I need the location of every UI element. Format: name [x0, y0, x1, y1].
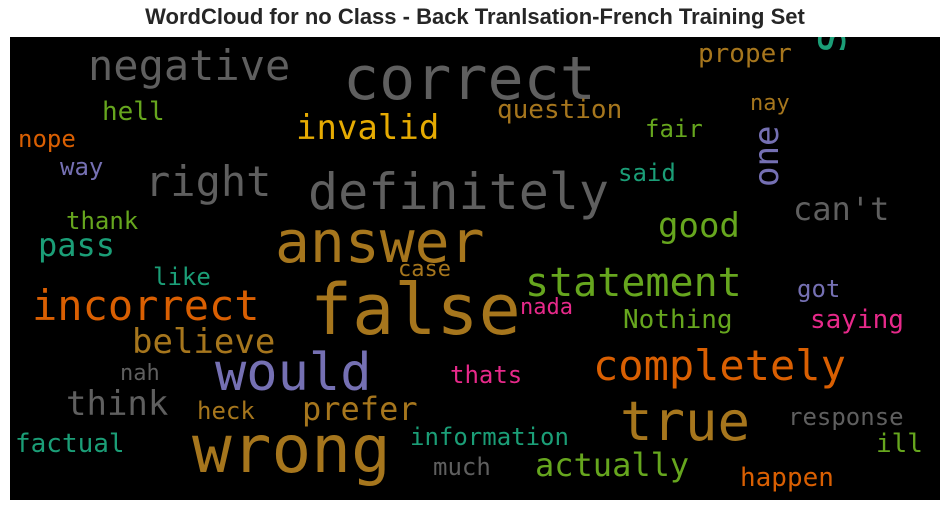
word-think: think	[66, 384, 169, 424]
word-one: one	[747, 125, 787, 187]
word-proper: proper	[698, 39, 792, 69]
word-false: false	[310, 269, 521, 351]
word-answer: answer	[275, 208, 485, 276]
word-got: got	[797, 275, 841, 303]
word-wrong: wrong	[192, 411, 391, 488]
word-believe: believe	[132, 322, 276, 362]
word-actually: actually	[535, 446, 690, 484]
word-response: response	[788, 403, 904, 431]
word-nothing: Nothing	[623, 305, 733, 335]
word-prefer: prefer	[302, 390, 418, 428]
word-factual: factual	[15, 429, 125, 459]
word-cloud: correct negative say proper nay hell question i…	[10, 37, 940, 500]
word-happen: happen	[740, 463, 834, 493]
word-correct: correct	[343, 44, 596, 114]
word-ill: ill	[876, 429, 923, 459]
word-much: much	[433, 453, 491, 481]
word-would: would	[215, 343, 372, 403]
word-heck: heck	[197, 397, 255, 425]
word-said: said	[618, 159, 676, 187]
word-pass: pass	[38, 226, 116, 264]
word-say: say	[801, 37, 857, 55]
word-nope: nope	[18, 125, 76, 153]
word-fair: fair	[645, 115, 703, 143]
word-definitely: definitely	[308, 163, 610, 221]
word-statement: statement	[525, 260, 742, 306]
word-nah: nah	[120, 361, 160, 386]
word-information: information	[410, 423, 569, 451]
word-nay: nay	[750, 91, 790, 116]
word-hell: hell	[102, 97, 165, 127]
word-completely: completely	[593, 341, 846, 390]
word-case: case	[398, 257, 451, 282]
word-good: good	[658, 206, 740, 246]
word-can-t: can't	[793, 190, 890, 228]
word-incorrect: incorrect	[32, 281, 260, 330]
word-thats: thats	[450, 361, 523, 389]
word-nada: nada	[520, 295, 573, 320]
word-invalid: invalid	[296, 108, 440, 148]
word-thank: thank	[66, 207, 139, 235]
word-negative: negative	[88, 41, 291, 90]
word-way: way	[60, 153, 104, 181]
word-true: true	[620, 390, 751, 453]
word-like: like	[153, 263, 211, 291]
word-question: question	[497, 95, 623, 125]
word-right: right	[145, 157, 272, 206]
word-saying: saying	[810, 305, 904, 335]
chart-title: WordCloud for no Class - Back Tranlsatio…	[145, 4, 805, 29]
